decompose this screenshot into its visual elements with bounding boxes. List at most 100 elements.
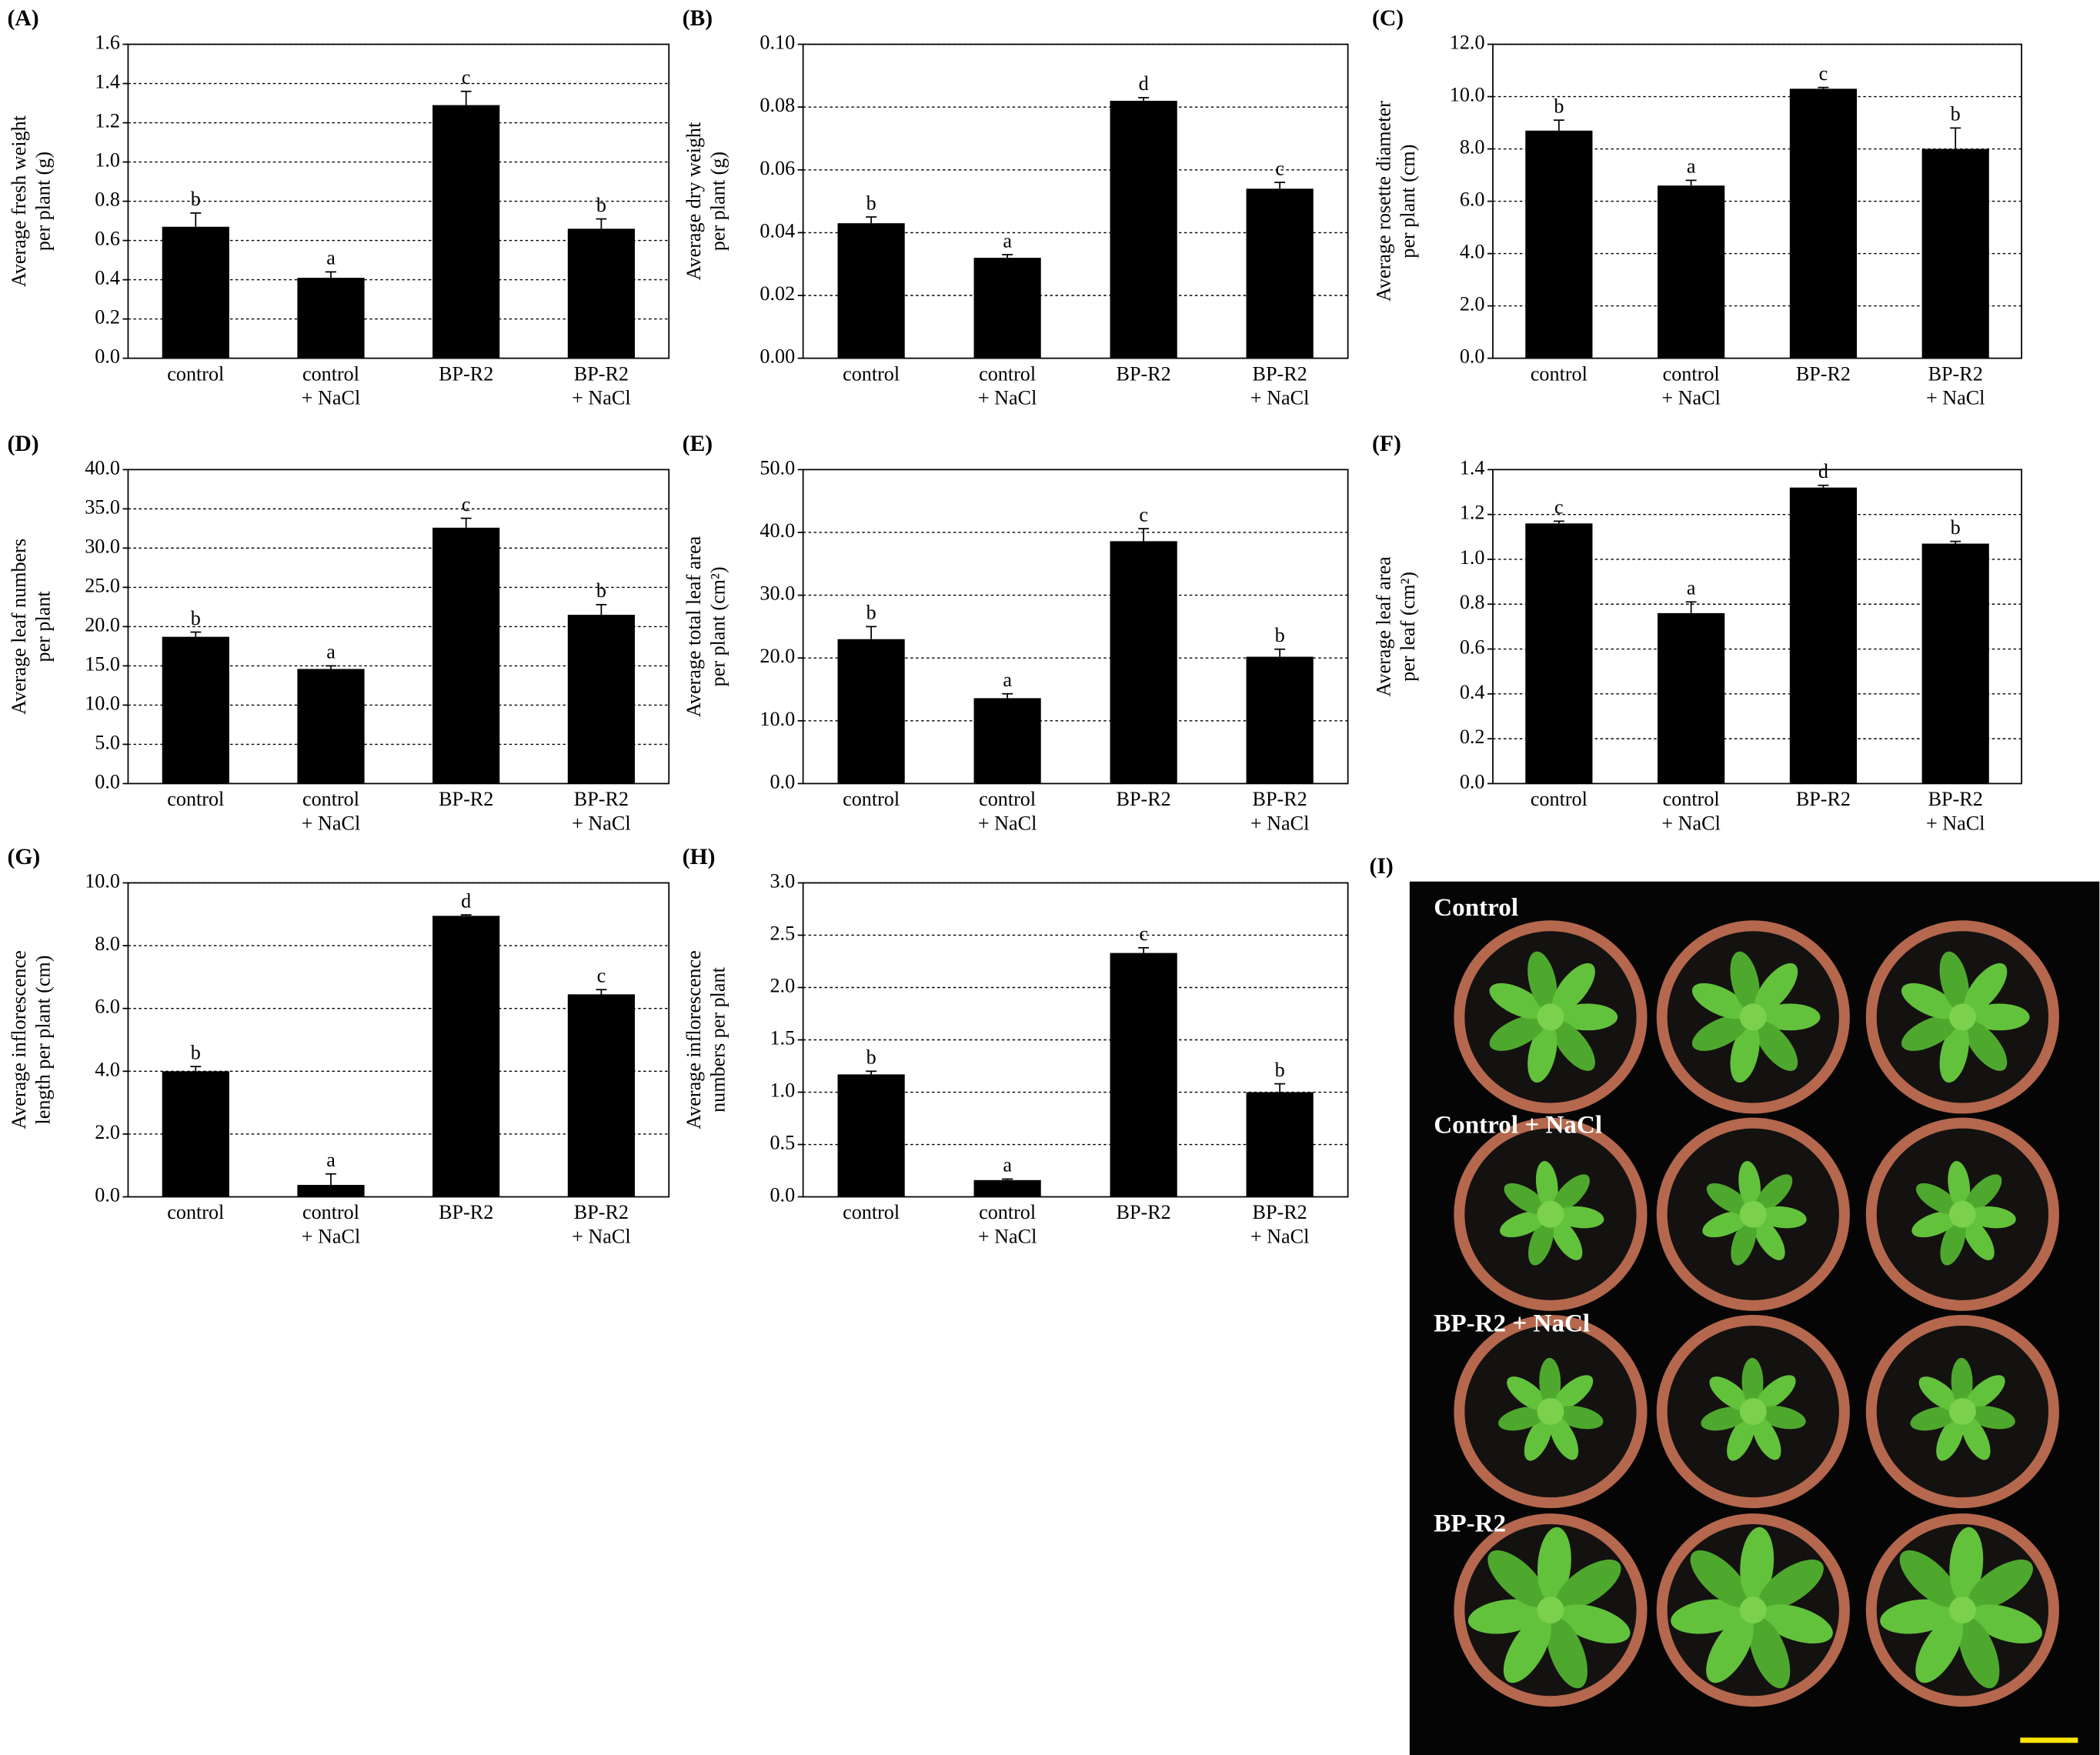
- leaf: [1555, 1406, 1604, 1430]
- y-tick-label: 0.8: [1460, 591, 1485, 613]
- bar: [1246, 656, 1314, 784]
- leaf: [1964, 963, 2008, 1013]
- bar: [432, 527, 500, 784]
- leaf: [1553, 1375, 1594, 1410]
- significance-letter: c: [1139, 923, 1148, 945]
- y-tick-label: 0.0: [1460, 770, 1485, 792]
- leaf: [1740, 1526, 1774, 1602]
- significance-letter: b: [1951, 516, 1961, 539]
- y-axis-label-line: per plant (g): [32, 152, 54, 251]
- photo-label: Control + NaCl: [1434, 1110, 1602, 1139]
- x-tick-label: BP-R2: [1117, 788, 1171, 810]
- y-tick-label: 2.0: [1460, 293, 1485, 315]
- y-axis-label: Average rosette diameter per plant (cm): [1372, 101, 1418, 302]
- leaf: [1706, 1183, 1750, 1215]
- leaf: [1915, 1616, 1964, 1683]
- leaf: [1939, 951, 1969, 1011]
- plot-frame: [802, 882, 1349, 1198]
- x-tick-label: + NaCl: [572, 387, 630, 409]
- y-axis-label: Average inflorescence length per plant (c…: [8, 950, 54, 1129]
- photo-label: BP-R2: [1434, 1509, 1506, 1537]
- y-tick-label: 0.8: [95, 189, 120, 211]
- x-tick-label: BP-R2: [1928, 788, 1983, 810]
- y-tick-label: 0.0: [770, 770, 795, 792]
- y-tick-label: 1.6: [95, 32, 120, 54]
- y-axis-label: Average inflorescence numbers per plant: [683, 950, 729, 1129]
- y-tick-label: 1.2: [95, 110, 120, 132]
- leaf: [1911, 1211, 1958, 1238]
- bar: [1110, 953, 1177, 1197]
- leaf: [1701, 1406, 1748, 1431]
- leaf: [1552, 1174, 1590, 1213]
- leaf: [1527, 1023, 1557, 1083]
- rosette-center: [1537, 1597, 1564, 1624]
- significance-letter: c: [462, 493, 471, 515]
- y-axis-label-line: per leaf (cm²): [1397, 572, 1419, 682]
- leaf: [1503, 1616, 1551, 1683]
- y-tick-label: 0.02: [760, 282, 795, 305]
- leaf: [1918, 1376, 1960, 1411]
- bar: [837, 639, 905, 784]
- significance-letter: a: [1003, 229, 1012, 252]
- y-tick-label: 0.0: [1460, 345, 1485, 368]
- significance-letter: b: [596, 194, 606, 216]
- y-tick-label: 15.0: [85, 652, 120, 675]
- leaf: [1756, 1375, 1796, 1410]
- x-tick-label: control: [167, 788, 224, 810]
- y-tick-label: 12.0: [1450, 32, 1485, 54]
- plot-frame: [127, 882, 670, 1198]
- y-tick-label: 4.0: [95, 1058, 120, 1080]
- y-tick-label: 1.2: [1460, 502, 1485, 524]
- x-tick-label: BP-R2: [1796, 788, 1851, 810]
- y-tick-label: 0.08: [760, 94, 795, 116]
- y-tick-label: 0.2: [1460, 726, 1485, 748]
- leaf: [1527, 951, 1557, 1011]
- y-axis-label-line: Average leaf numbers: [8, 539, 30, 715]
- significance-letter: c: [1275, 157, 1284, 179]
- leaf: [1968, 1406, 2015, 1430]
- leaf: [1702, 1211, 1749, 1238]
- leaf: [1758, 1560, 1824, 1610]
- bar: [432, 916, 500, 1197]
- y-tick-label: 8.0: [95, 933, 120, 955]
- y-axis-label: Average fresh weight per plant (g): [8, 115, 54, 287]
- leaf: [1691, 983, 1748, 1019]
- x-tick-label: control: [302, 362, 359, 385]
- rosette-center: [1948, 1597, 1976, 1624]
- leaf: [1753, 1218, 1785, 1260]
- x-tick-label: control: [843, 788, 900, 810]
- leaf: [1748, 1617, 1791, 1689]
- rosette-center: [1739, 1003, 1767, 1031]
- x-tick-label: control: [1531, 788, 1588, 810]
- leaf: [1901, 983, 1958, 1019]
- x-tick-label: BP-R2: [574, 362, 629, 385]
- x-tick-label: control: [979, 1201, 1036, 1223]
- y-axis-label-line: length per plant (cm): [32, 956, 54, 1125]
- bar: [973, 1179, 1041, 1197]
- x-tick-label: BP-R2: [1253, 1201, 1307, 1223]
- x-tick-label: + NaCl: [1661, 387, 1720, 409]
- x-tick-label: + NaCl: [978, 387, 1037, 409]
- significance-letter: b: [1554, 95, 1564, 117]
- y-tick-label: 0.06: [760, 157, 795, 179]
- x-tick-label: BP-R2: [1253, 362, 1307, 385]
- x-tick-label: control: [1663, 362, 1720, 385]
- bar: [973, 698, 1041, 784]
- x-tick-label: + NaCl: [302, 1226, 360, 1248]
- y-tick-label: 1.0: [770, 1079, 795, 1102]
- bar: [1658, 612, 1725, 784]
- x-tick-label: + NaCl: [978, 1226, 1037, 1248]
- y-tick-label: 0.6: [1460, 636, 1485, 659]
- leaf: [1731, 1219, 1757, 1266]
- leaf: [1539, 1357, 1561, 1406]
- y-tick-label: 10.0: [85, 692, 120, 714]
- rosette-center: [1948, 1200, 1976, 1228]
- leaf: [1551, 963, 1595, 1013]
- significance-letter: b: [866, 602, 876, 624]
- bar: [973, 258, 1041, 359]
- y-axis-label: Average dry weight per plant (g): [683, 122, 729, 280]
- leaf: [1949, 1526, 1984, 1602]
- leaf: [1754, 963, 1798, 1013]
- y-tick-label: 3.0: [770, 869, 795, 892]
